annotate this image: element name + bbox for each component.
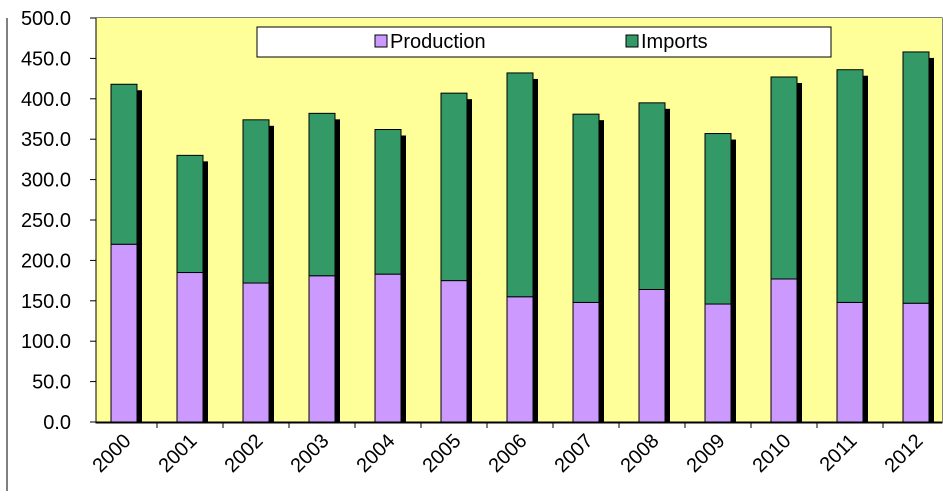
x-tick-label: 2005 xyxy=(419,430,466,477)
legend-label-imports: Imports xyxy=(641,31,708,53)
bar-production-2005 xyxy=(440,280,468,423)
bar-imports-2000 xyxy=(110,83,138,245)
bar-production-2011 xyxy=(836,301,864,423)
bar-imports-2005 xyxy=(440,92,468,282)
bar-production-2008 xyxy=(638,288,666,423)
bar-production-2007 xyxy=(572,301,600,423)
y-tick-label: 350.0 xyxy=(21,129,71,151)
y-tick-label: 250.0 xyxy=(21,210,71,232)
bar-production-2000 xyxy=(110,243,138,423)
bars-group xyxy=(110,51,934,423)
legend-swatch-imports xyxy=(625,34,639,48)
x-tick-label: 2002 xyxy=(221,430,268,477)
x-tick-label: 2008 xyxy=(617,430,664,477)
bar-imports-2010 xyxy=(770,76,798,280)
bar-production-2002 xyxy=(242,282,270,423)
bar-production-2012 xyxy=(902,302,930,423)
bar-production-2004 xyxy=(374,273,402,423)
y-tick-label: 500.0 xyxy=(21,8,71,30)
bar-imports-2009 xyxy=(704,133,732,305)
x-tick-label: 2010 xyxy=(749,430,796,477)
bar-production-2006 xyxy=(506,296,534,423)
x-tick-label: 2007 xyxy=(551,430,598,477)
legend-label-production: Production xyxy=(390,31,486,53)
bar-imports-2004 xyxy=(374,129,402,275)
y-tick-label: 450.0 xyxy=(21,48,71,70)
y-tick-label: 100.0 xyxy=(21,331,71,353)
bar-imports-2003 xyxy=(308,112,336,277)
y-tick-label: 400.0 xyxy=(21,89,71,111)
y-tick-label: 0.0 xyxy=(43,412,71,434)
y-axis: 0.0 50.0 100.0 150.0 200.0 250.0 300.0 350.0 400… xyxy=(21,8,97,434)
x-tick-label: 2000 xyxy=(89,430,136,477)
bar-imports-2008 xyxy=(638,102,666,290)
bar-production-2010 xyxy=(770,278,798,423)
bar-imports-2007 xyxy=(572,113,600,303)
bar-production-2001 xyxy=(176,272,204,423)
bar-imports-2001 xyxy=(176,154,204,274)
legend-swatch-production xyxy=(374,34,388,48)
x-tick-label: 2006 xyxy=(485,430,532,477)
x-tick-label: 2011 xyxy=(816,430,862,476)
x-axis: 2000 2001 2002 2003 2004 2005 2006 2007 2008 2009… xyxy=(89,421,942,477)
y-tick-label: 50.0 xyxy=(32,372,71,394)
x-tick-label: 2009 xyxy=(683,430,730,477)
bar-imports-2012 xyxy=(902,51,930,304)
bar-imports-2011 xyxy=(836,69,864,303)
x-tick-label: 2003 xyxy=(287,430,334,477)
bar-production-2003 xyxy=(308,275,336,423)
x-tick-label: 2004 xyxy=(353,430,400,477)
y-tick-label: 300.0 xyxy=(21,170,71,192)
y-tick-label: 200.0 xyxy=(21,250,71,272)
bar-imports-2006 xyxy=(506,72,534,298)
legend: Production Imports xyxy=(256,26,832,58)
bar-production-2009 xyxy=(704,303,732,423)
y-tick-label: 150.0 xyxy=(21,291,71,313)
x-tick-label: 2001 xyxy=(155,430,202,477)
legend-box xyxy=(256,26,832,58)
x-tick-label: 2012 xyxy=(881,430,928,477)
bar-imports-2002 xyxy=(242,119,270,284)
